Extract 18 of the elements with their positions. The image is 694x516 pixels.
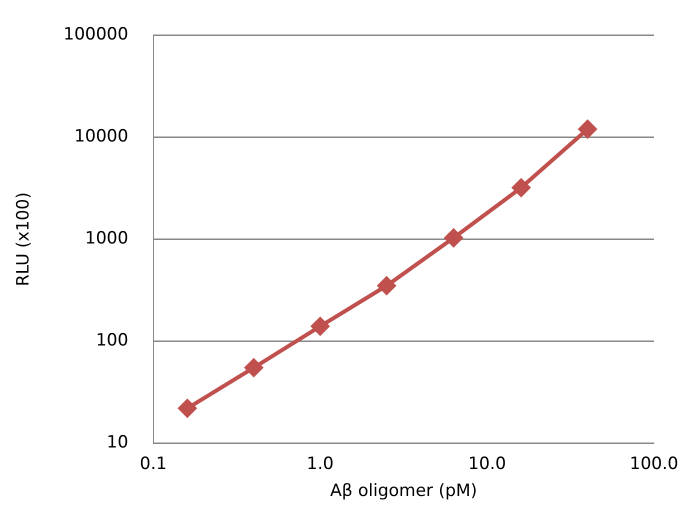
point xyxy=(444,228,463,247)
y-tick-label: 1000 xyxy=(85,228,128,249)
point xyxy=(178,399,196,418)
x-tick-label: 0.1 xyxy=(140,454,167,474)
point xyxy=(378,276,396,295)
point xyxy=(311,317,330,336)
y-tick-label: 10 xyxy=(106,432,128,453)
y-tick-label: 100 xyxy=(96,330,128,351)
point xyxy=(578,120,597,138)
x-tick-label: 1.0 xyxy=(306,454,334,474)
x-axis-title: Aβ oligomer (pM) xyxy=(330,481,478,502)
y-tick-label: 10000 xyxy=(74,126,128,147)
point xyxy=(244,358,263,377)
y-axis-title: RLU (x100) xyxy=(14,192,34,286)
point xyxy=(512,178,530,197)
x-tick-label: 10.0 xyxy=(468,454,506,474)
y-tick-label: 100000 xyxy=(63,24,128,45)
x-tick-label: 100.0 xyxy=(630,454,678,474)
